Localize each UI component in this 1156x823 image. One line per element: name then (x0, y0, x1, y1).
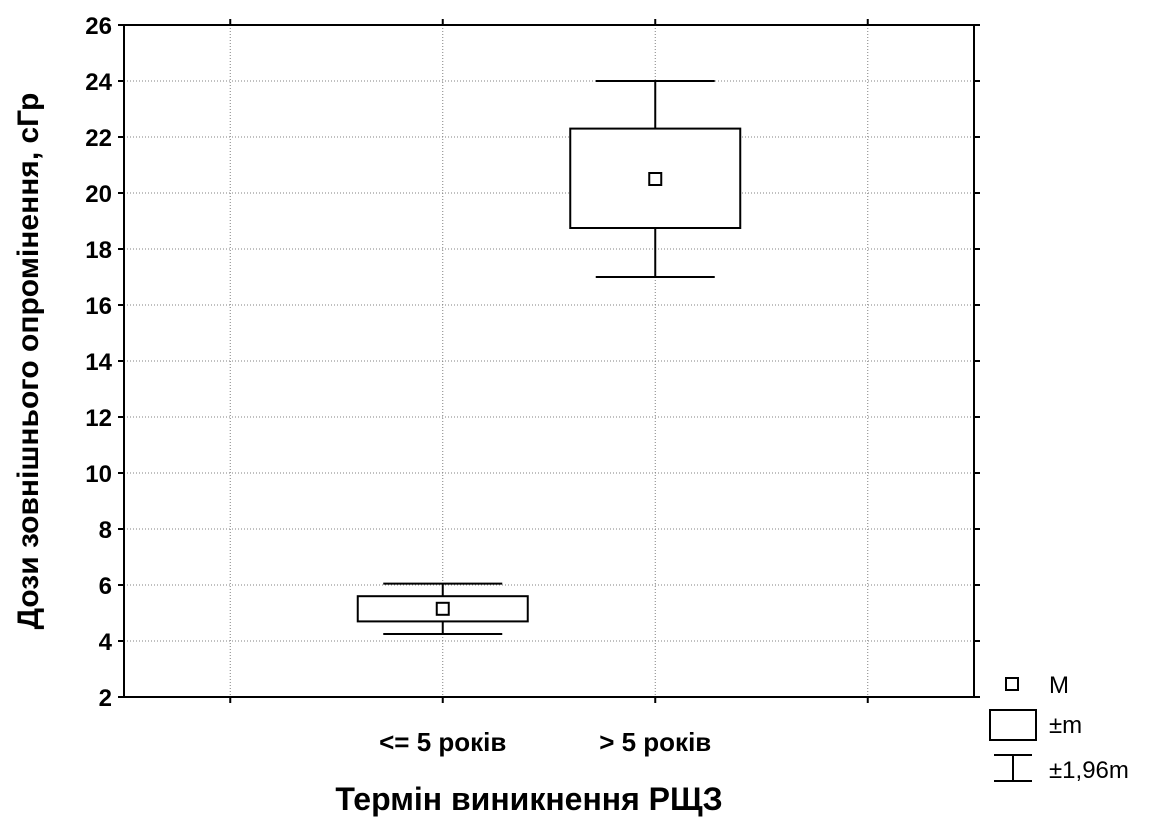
y-tick-label: 26 (85, 13, 112, 40)
y-tick-label: 18 (85, 237, 112, 264)
x-axis-title: Термін виникнення РЩЗ (335, 781, 722, 817)
legend-label-mean: M (1049, 672, 1069, 699)
y-tick-label: 14 (85, 349, 112, 376)
y-tick-label: 2 (99, 685, 112, 712)
legend-box-icon (989, 709, 1037, 741)
y-tick-label: 8 (99, 517, 112, 544)
legend: M ±m ±1,96m (989, 672, 1129, 784)
box-group (356, 582, 529, 635)
y-tick-label: 16 (85, 293, 112, 320)
legend-mean-icon (1005, 677, 1019, 691)
x-category-label: <= 5 років (379, 727, 506, 757)
legend-label-box: ±m (1049, 712, 1082, 739)
box-group (569, 80, 742, 278)
box-m (569, 127, 742, 230)
box-series (356, 80, 742, 635)
grid-lines (124, 25, 974, 697)
y-tick-label: 20 (85, 181, 112, 208)
mean-marker (648, 172, 663, 186)
x-category-label: > 5 років (599, 727, 711, 757)
plot-frame (123, 24, 975, 698)
y-tick-label: 4 (99, 629, 113, 656)
y-tick-label: 12 (85, 405, 112, 432)
y-tick-label: 6 (99, 573, 112, 600)
y-tick-label: 22 (85, 125, 112, 152)
y-axis-title: Дози зовнішнього опромінення, сГр (12, 93, 45, 630)
y-tick-label: 24 (85, 69, 112, 96)
mean-marker (435, 601, 450, 616)
y-tick-label: 10 (85, 461, 112, 488)
legend-label-whisker: ±1,96m (1049, 757, 1129, 784)
x-axis-ticks: <= 5 років > 5 років (229, 19, 869, 757)
